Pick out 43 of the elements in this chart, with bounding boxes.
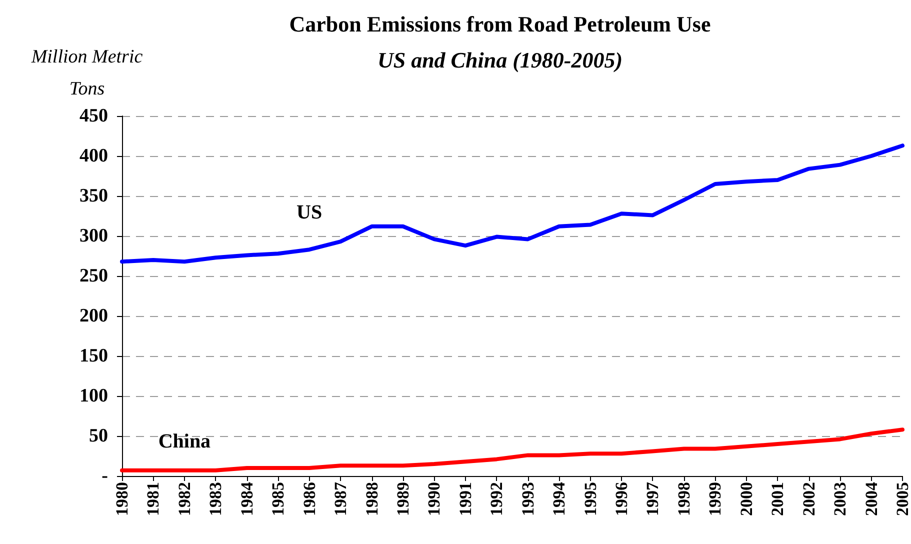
y-tick-label: 400 — [80, 146, 108, 166]
x-tick-label: 2004 — [862, 482, 881, 516]
x-tick-label: 1992 — [487, 482, 506, 516]
x-tick-label: 2002 — [799, 482, 818, 516]
y-tick-label: 300 — [80, 226, 108, 246]
chart-subtitle: US and China (1980-2005) — [377, 48, 623, 72]
y-axis-title: Million Metric Tons — [30, 46, 144, 100]
x-tick-label: 1988 — [362, 482, 382, 516]
y-tick-label: 200 — [80, 306, 108, 326]
y-tick-label: 450 — [80, 106, 108, 126]
x-tick-label: 1996 — [612, 482, 632, 516]
x-tick-label: 2005 — [893, 482, 911, 516]
chart-title: Carbon Emissions from Road Petroleum Use — [289, 12, 711, 36]
y-tick-label: 150 — [80, 346, 108, 366]
x-tick-label: 1997 — [643, 482, 662, 516]
line-series — [120, 428, 904, 472]
x-tick-label: 1981 — [144, 482, 163, 516]
y-tick-label: - — [102, 466, 108, 486]
y-tick-label: 250 — [80, 266, 108, 286]
x-tick-label: 1991 — [456, 482, 475, 516]
x-tick-label: 1998 — [674, 482, 694, 516]
x-tick-label: 2000 — [736, 482, 756, 516]
x-tick-label: 1982 — [174, 482, 194, 516]
x-tick-label: 1990 — [424, 482, 444, 516]
x-tick-label: 1994 — [550, 482, 569, 516]
x-tick-label: 2003 — [830, 482, 850, 516]
x-tick-label: 1993 — [518, 482, 538, 516]
x-tick-label: 2001 — [768, 482, 788, 516]
x-tick-label: 1980 — [112, 482, 132, 516]
x-tick-label: 1989 — [393, 482, 412, 516]
y-tick-label: 100 — [80, 386, 108, 406]
series-label: US — [296, 202, 322, 224]
x-tick-label: 1987 — [331, 482, 350, 516]
x-tick-label: 1995 — [580, 482, 600, 516]
x-tick-label: 1985 — [268, 482, 288, 516]
series-label: China — [158, 430, 211, 452]
x-tick-label: 1986 — [300, 482, 319, 516]
y-tick-label: 350 — [80, 186, 108, 206]
x-tick-label: 1999 — [706, 482, 725, 516]
x-tick-label: 1983 — [206, 482, 226, 516]
line-series — [120, 144, 904, 264]
y-tick-label: 50 — [89, 426, 108, 446]
x-tick-label: 1984 — [237, 482, 256, 516]
